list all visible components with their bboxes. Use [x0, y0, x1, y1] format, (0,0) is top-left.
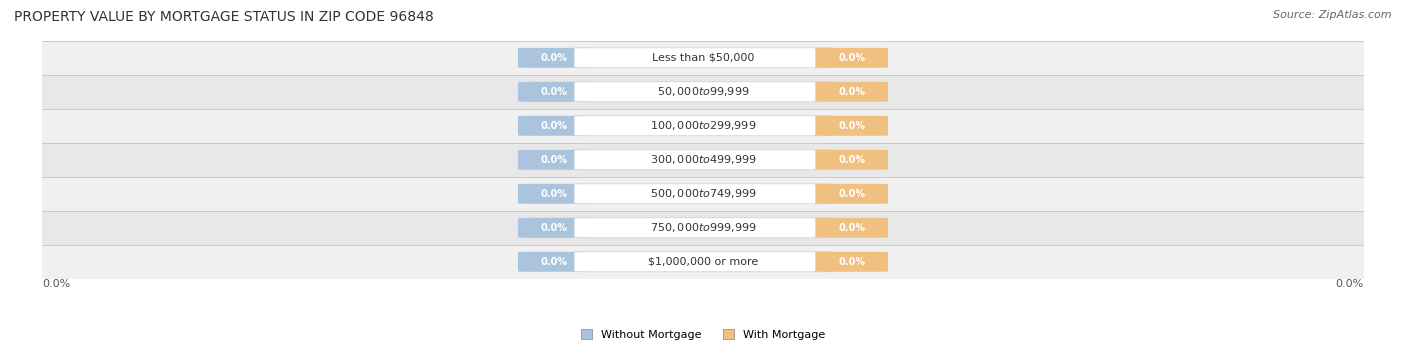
Text: 0.0%: 0.0% [838, 53, 865, 63]
FancyBboxPatch shape [574, 218, 832, 238]
FancyBboxPatch shape [815, 252, 889, 272]
Text: 0.0%: 0.0% [1336, 279, 1364, 289]
Text: 0.0%: 0.0% [838, 155, 865, 165]
Text: 0.0%: 0.0% [541, 155, 568, 165]
FancyBboxPatch shape [517, 218, 591, 238]
Text: 0.0%: 0.0% [42, 279, 70, 289]
Text: 0.0%: 0.0% [541, 257, 568, 267]
Text: 0.0%: 0.0% [541, 223, 568, 233]
Bar [42, 109, 1364, 143]
Text: $1,000,000 or more: $1,000,000 or more [648, 257, 758, 267]
FancyBboxPatch shape [517, 184, 591, 204]
FancyBboxPatch shape [815, 48, 889, 68]
FancyBboxPatch shape [517, 116, 591, 136]
Text: 0.0%: 0.0% [838, 189, 865, 199]
Text: Less than $50,000: Less than $50,000 [652, 53, 754, 63]
FancyBboxPatch shape [517, 48, 591, 68]
Bar [42, 211, 1364, 245]
Text: $50,000 to $99,999: $50,000 to $99,999 [657, 85, 749, 98]
Text: $100,000 to $299,999: $100,000 to $299,999 [650, 119, 756, 132]
FancyBboxPatch shape [574, 82, 832, 102]
Text: PROPERTY VALUE BY MORTGAGE STATUS IN ZIP CODE 96848: PROPERTY VALUE BY MORTGAGE STATUS IN ZIP… [14, 10, 434, 24]
Bar [42, 41, 1364, 75]
FancyBboxPatch shape [815, 116, 889, 136]
FancyBboxPatch shape [815, 82, 889, 102]
Text: 0.0%: 0.0% [838, 121, 865, 131]
Bar [42, 75, 1364, 109]
FancyBboxPatch shape [517, 252, 591, 272]
FancyBboxPatch shape [574, 48, 832, 68]
Text: $300,000 to $499,999: $300,000 to $499,999 [650, 153, 756, 166]
FancyBboxPatch shape [815, 184, 889, 204]
FancyBboxPatch shape [574, 150, 832, 170]
FancyBboxPatch shape [815, 150, 889, 170]
Text: 0.0%: 0.0% [541, 189, 568, 199]
FancyBboxPatch shape [574, 116, 832, 136]
Text: 0.0%: 0.0% [541, 121, 568, 131]
FancyBboxPatch shape [517, 150, 591, 170]
Text: $500,000 to $749,999: $500,000 to $749,999 [650, 187, 756, 200]
Bar [42, 143, 1364, 177]
Text: Source: ZipAtlas.com: Source: ZipAtlas.com [1274, 10, 1392, 20]
FancyBboxPatch shape [574, 184, 832, 204]
Text: 0.0%: 0.0% [838, 223, 865, 233]
FancyBboxPatch shape [574, 252, 832, 272]
Text: 0.0%: 0.0% [838, 257, 865, 267]
Text: 0.0%: 0.0% [838, 87, 865, 97]
Text: 0.0%: 0.0% [541, 53, 568, 63]
Bar [42, 245, 1364, 279]
Legend: Without Mortgage, With Mortgage: Without Mortgage, With Mortgage [581, 329, 825, 340]
Bar [42, 177, 1364, 211]
FancyBboxPatch shape [517, 82, 591, 102]
Text: 0.0%: 0.0% [541, 87, 568, 97]
FancyBboxPatch shape [815, 218, 889, 238]
Text: $750,000 to $999,999: $750,000 to $999,999 [650, 221, 756, 234]
